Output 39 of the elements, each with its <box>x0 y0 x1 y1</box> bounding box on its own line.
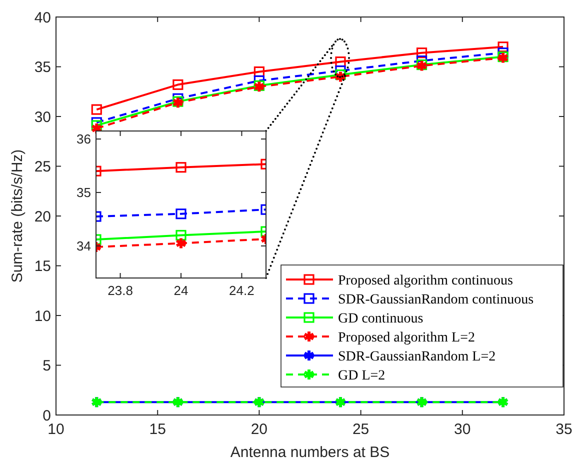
legend-label: GD continuous <box>338 312 424 326</box>
y-tick-label: 35 <box>76 185 91 200</box>
legend-label: Proposed algorithm continuous <box>338 274 513 288</box>
y-tick-label: 35 <box>34 59 51 76</box>
legend-label: Proposed algorithm L=2 <box>338 330 475 346</box>
y-tick-label: 25 <box>34 158 51 176</box>
x-tick-label: 24 <box>174 283 188 298</box>
y-tick-label: 10 <box>34 308 51 325</box>
y-tick-label: 34 <box>76 238 91 254</box>
point <box>90 122 102 135</box>
x-tick-label: 30 <box>454 421 471 438</box>
x-tick-label: 20 <box>250 421 268 438</box>
x-tick-label: 24.2 <box>229 283 254 298</box>
legend-label: SDR-GaussianRandom L=2 <box>338 350 496 364</box>
point <box>416 48 428 58</box>
point <box>334 70 346 84</box>
y-axis-title: Sum-rate (bits/s/Hz) <box>9 149 26 283</box>
point <box>172 96 184 110</box>
y-tick-label: 5 <box>42 358 51 374</box>
point <box>335 69 346 80</box>
point <box>254 80 264 91</box>
x-axis-title: Antenna numbers at BS <box>230 444 390 461</box>
legend-label: GD L=2 <box>338 368 386 384</box>
y-tick-label: 0 <box>42 407 51 424</box>
x-tick-label: 25 <box>352 421 370 438</box>
y-tick-label: 36 <box>76 132 91 147</box>
point <box>253 80 266 94</box>
y-tick-label: 30 <box>34 108 51 126</box>
x-tick-label: 35 <box>556 421 572 438</box>
point <box>91 104 102 115</box>
y-tick-label: 15 <box>34 258 51 275</box>
point <box>498 42 508 52</box>
point <box>172 96 184 107</box>
y-tick-label: 40 <box>34 9 51 26</box>
y-tick-label: 20 <box>34 208 51 226</box>
x-tick-label: 15 <box>149 421 166 438</box>
x-tick-label: 23.8 <box>108 283 133 298</box>
legend-label: SDR-GaussianRandom continuous <box>338 292 534 308</box>
point <box>172 79 184 90</box>
